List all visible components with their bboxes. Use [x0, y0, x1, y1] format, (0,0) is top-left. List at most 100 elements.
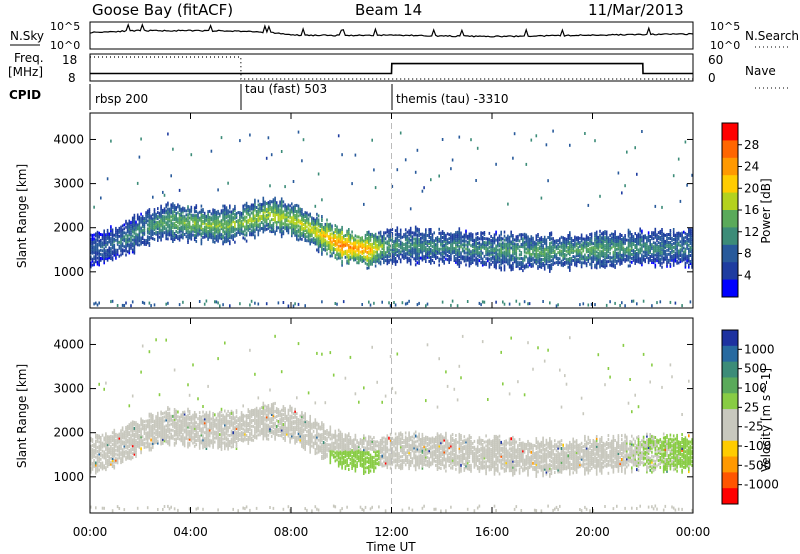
power-cell: [520, 251, 523, 254]
power-cell: [421, 189, 424, 193]
power-cell: [379, 256, 382, 260]
power-cell: [105, 245, 107, 249]
power-cell: [297, 230, 300, 234]
power-cell: [538, 253, 541, 257]
power-cell: [490, 235, 492, 238]
power-cell: [549, 236, 551, 240]
power-cell: [512, 156, 514, 160]
power-cell: [245, 209, 248, 213]
power-cell: [647, 239, 650, 243]
power-cell: [512, 253, 514, 257]
power-cell: [314, 224, 317, 228]
power-cell: [225, 212, 228, 216]
velocity-cell: [110, 434, 112, 438]
power-cell: [686, 242, 688, 246]
power-cell: [322, 235, 325, 239]
power-cell: [130, 304, 132, 308]
power-cell: [319, 236, 322, 240]
power-cell: [100, 248, 102, 252]
power-cell: [247, 228, 250, 232]
power-cell: [430, 228, 432, 231]
power-cell: [301, 220, 303, 223]
power-cell: [507, 238, 509, 242]
power-cell: [600, 232, 603, 236]
power-cell: [316, 236, 318, 240]
power-cell: [244, 209, 246, 213]
power-cell: [274, 198, 276, 202]
velocity-cell: [105, 381, 107, 385]
power-cell: [90, 233, 92, 237]
power-cell: [187, 221, 189, 225]
power-cell: [515, 249, 518, 253]
power-cell: [537, 258, 539, 262]
power-cell: [203, 227, 206, 231]
power-cell: [342, 244, 345, 248]
power-cell: [133, 245, 136, 249]
power-cell: [245, 201, 248, 205]
power-cell: [364, 245, 367, 249]
power-cell: [203, 231, 206, 235]
power-cell: [212, 238, 214, 242]
power-cell: [173, 214, 176, 218]
power-cell: [408, 245, 410, 249]
power-cell: [391, 255, 394, 259]
power-cell: [182, 208, 184, 212]
power-cell: [666, 237, 668, 240]
power-cell: [225, 236, 228, 240]
power-cell: [523, 242, 526, 246]
power-cell: [641, 243, 643, 247]
power-cell: [481, 251, 484, 255]
power-cell: [420, 250, 422, 254]
power-cell: [453, 247, 456, 251]
power-cell: [443, 247, 445, 251]
power-cell: [423, 245, 425, 249]
power-heatmap: [90, 113, 693, 308]
power-cell: [513, 260, 516, 264]
power-cell: [418, 248, 420, 251]
power-cell: [327, 245, 330, 249]
power-cell: [262, 216, 265, 220]
power-cell: [339, 238, 342, 242]
velocity-cell: [90, 448, 92, 452]
power-cell: [356, 245, 358, 249]
power-cell: [498, 242, 501, 246]
power-cell: [364, 261, 367, 265]
power-cell: [512, 267, 514, 271]
power-cell: [451, 233, 454, 237]
power-cell: [165, 203, 167, 207]
power-cell: [172, 210, 174, 214]
power-cell: [599, 261, 601, 265]
power-cell: [111, 242, 114, 246]
power-cell: [443, 231, 445, 235]
power-cell: [373, 236, 375, 240]
power-cell: [433, 253, 435, 257]
power-cell: [520, 262, 523, 266]
power-cell: [420, 232, 422, 236]
power-cell: [237, 221, 239, 225]
power-cell: [138, 217, 141, 221]
power-cell: [348, 249, 350, 253]
velocity-cell: [113, 460, 116, 464]
power-cell: [617, 251, 620, 255]
power-cell: [255, 214, 258, 217]
power-cell: [547, 263, 549, 267]
power-cell: [188, 230, 191, 234]
power-cell: [190, 237, 193, 241]
power-cell: [331, 226, 333, 230]
power-cell: [354, 258, 357, 262]
power-cell: [106, 248, 109, 252]
power-cell: [554, 253, 556, 257]
velocity-cell: [100, 441, 102, 445]
power-cell: [339, 236, 342, 240]
power-cell: [440, 243, 442, 247]
power-cell: [528, 259, 531, 263]
power-cell: [341, 231, 343, 235]
power-cell: [277, 208, 280, 212]
power-cell: [274, 230, 276, 234]
power-cell: [456, 230, 459, 234]
power-cell: [245, 223, 248, 227]
power-cell: [264, 228, 266, 232]
power-cell: [666, 248, 668, 252]
power-cell: [461, 257, 464, 261]
power-cell: [409, 260, 412, 264]
